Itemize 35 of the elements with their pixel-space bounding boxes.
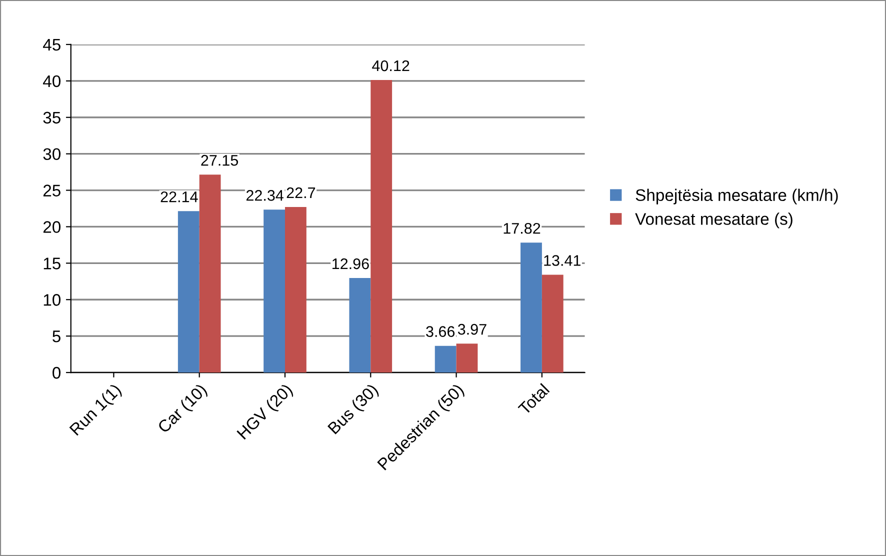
x-tick-label: Bus (30) (327, 382, 381, 437)
bar (349, 278, 371, 373)
y-tick-label: 45 (43, 39, 60, 51)
data-label: 17.82 (504, 222, 540, 234)
data-label: 27.15 (201, 154, 238, 166)
bar (542, 274, 564, 373)
y-tick-label: 25 (43, 184, 60, 196)
data-label: 13.41 (544, 255, 580, 266)
data-label: 40.12 (372, 60, 410, 72)
bar (284, 207, 306, 373)
y-tick-label: 35 (43, 112, 60, 124)
data-label: 3.97 (458, 324, 486, 335)
bar (178, 211, 200, 373)
y-tick-label: 5 (52, 330, 60, 342)
y-tick-label: 10 (44, 294, 61, 306)
y-tick-label: 30 (43, 148, 61, 160)
data-label: 22.14 (160, 191, 198, 202)
x-tick-label: Car (10) (156, 382, 210, 436)
bar (370, 80, 392, 373)
data-label: 3.66 (426, 326, 455, 337)
data-label: 22.34 (246, 190, 284, 201)
bar (434, 346, 456, 373)
data-label: 22.7 (286, 187, 316, 198)
y-tick-label: 20 (43, 221, 61, 233)
bar (520, 242, 542, 373)
y-tick-label: 0 (52, 366, 61, 379)
legend-label: Shpejtësia mesatare (km/h) (636, 188, 838, 204)
bar (456, 344, 478, 373)
bar (199, 174, 221, 373)
x-tick-label: Run 1(1) (68, 382, 124, 438)
legend-label: Vonesat mesatare (s) (635, 212, 792, 228)
data-label: 12.96 (332, 258, 369, 270)
y-tick-label: 15 (44, 258, 60, 270)
y-tick-label: 40 (43, 75, 61, 88)
bar (264, 210, 285, 373)
